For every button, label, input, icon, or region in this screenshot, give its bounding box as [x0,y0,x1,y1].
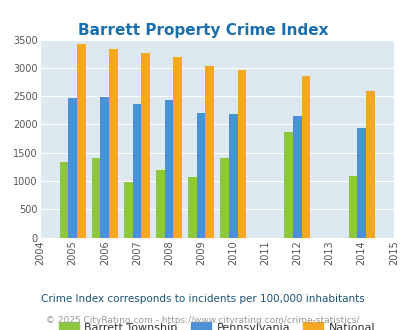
Bar [356,128,365,238]
Bar [188,177,196,238]
Bar [228,114,237,238]
Bar [77,44,85,238]
Bar [156,170,164,238]
Bar [284,132,292,238]
Bar [196,113,205,238]
Bar [92,158,100,238]
Bar [205,66,213,238]
Bar [301,76,310,238]
Bar [237,70,246,238]
Bar [292,116,301,238]
Bar [132,104,141,238]
Bar [220,158,228,238]
Bar [60,162,68,238]
Bar [100,97,109,238]
Bar [164,100,173,238]
Legend: Barrett Township, Pennsylvania, National: Barrett Township, Pennsylvania, National [55,318,378,330]
Bar [109,49,117,238]
Bar [365,91,374,238]
Bar [348,176,356,238]
Text: Crime Index corresponds to incidents per 100,000 inhabitants: Crime Index corresponds to incidents per… [41,294,364,304]
Text: Barrett Property Crime Index: Barrett Property Crime Index [78,23,327,38]
Bar [124,182,132,238]
Bar [173,56,181,238]
Bar [68,98,77,238]
Text: © 2025 CityRating.com - https://www.cityrating.com/crime-statistics/: © 2025 CityRating.com - https://www.city… [46,316,359,325]
Bar [141,53,149,238]
